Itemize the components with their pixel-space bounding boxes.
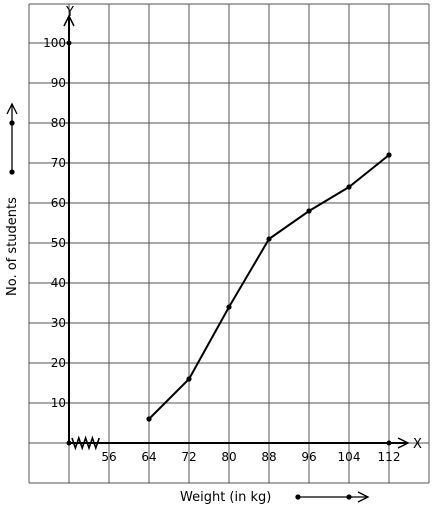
- y-tick-label: 60: [51, 196, 66, 210]
- y-tick-label: 80: [51, 116, 66, 130]
- y-tick-label: 50: [51, 236, 66, 250]
- x-tick-label: 80: [221, 450, 236, 464]
- data-point: [306, 208, 312, 214]
- data-point: [266, 236, 272, 242]
- x-axis-end-point: [386, 440, 392, 446]
- y-tick-label: 30: [51, 316, 66, 330]
- y-axis-label: No. of students: [5, 197, 20, 296]
- tick-labels: 56 64 72 80 88 96 104 112 10 20 30 40 50 60 70 80 90 100: [43, 36, 400, 464]
- series-layer: [146, 152, 392, 422]
- x-tick-label: 104: [338, 450, 361, 464]
- y-tick-label: 20: [51, 356, 66, 370]
- axis-break-zigzag: [71, 435, 100, 451]
- x-tick-label: 96: [301, 450, 316, 464]
- data-point: [386, 152, 392, 158]
- x-axis-label: Weight (in kg): [180, 490, 271, 505]
- x-tick-label: 56: [101, 450, 116, 464]
- y-tick-label: 90: [51, 76, 66, 90]
- y-tick-label: 100: [43, 36, 66, 50]
- data-point: [186, 376, 192, 382]
- y-tick-label: 10: [51, 396, 66, 410]
- y-tick-label: 70: [51, 156, 66, 170]
- x-axis-letter: X: [413, 437, 422, 452]
- grid: [28, 3, 430, 484]
- origin-point: [66, 440, 72, 446]
- x-tick-label: 72: [181, 450, 196, 464]
- data-point: [226, 304, 232, 310]
- x-axis-arrowhead: [397, 437, 410, 449]
- data-point: [346, 184, 352, 190]
- y-tick-label: 40: [51, 276, 66, 290]
- x-tick-label: 88: [261, 450, 276, 464]
- y-direction-arrow: [6, 102, 18, 175]
- y-axis-letter: Y: [65, 5, 74, 20]
- axes: [63, 14, 410, 451]
- x-tick-label: 64: [141, 450, 156, 464]
- y-axis-arrowhead: [63, 14, 75, 27]
- data-point: [146, 416, 152, 422]
- x-tick-label: 112: [378, 450, 401, 464]
- x-direction-arrow: [295, 491, 370, 503]
